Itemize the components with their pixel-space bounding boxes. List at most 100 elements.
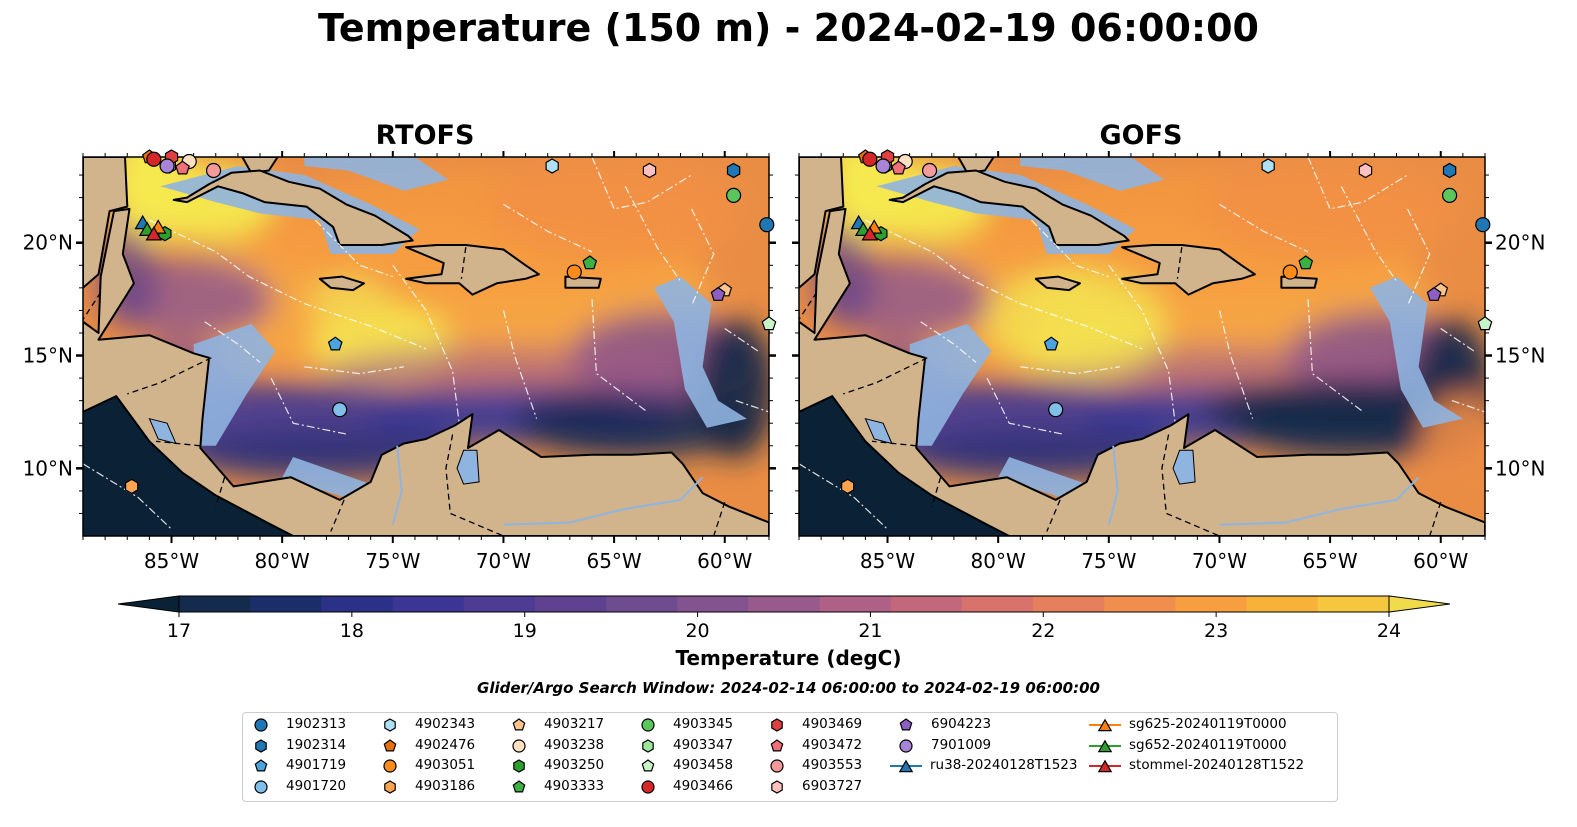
shelf-area [909, 323, 992, 446]
country-border [1429, 501, 1442, 536]
legend-symbol [899, 739, 913, 753]
legend-marker-4903466 [641, 780, 655, 794]
colorbar-segment [819, 596, 892, 612]
marker-4903466 [862, 151, 878, 167]
colorbar-tick-label: 22 [1031, 620, 1055, 642]
legend-symbol [254, 780, 268, 794]
colorbar-extend-min [117, 595, 180, 613]
eez-boundary [1218, 310, 1254, 419]
shelf-area [1369, 276, 1463, 428]
legend-marker-4903469 [771, 718, 783, 732]
legend-symbol [512, 739, 526, 753]
y-tick-label: 15°N [23, 344, 73, 368]
colorbar-segment [534, 596, 607, 612]
legend-label: 4902476 [415, 737, 476, 753]
land [241, 157, 279, 174]
legend-marker-4903345 [641, 718, 655, 732]
colorbar-tick-label: 23 [1204, 620, 1228, 642]
legend-symbol [384, 718, 396, 732]
colorbar-tick-label: 19 [513, 620, 537, 642]
legend-label: 7901009 [931, 737, 992, 753]
legend-label: 1902314 [286, 737, 347, 753]
marker-4902343 [1261, 158, 1275, 174]
land [83, 157, 129, 289]
legend-marker-1902313 [254, 718, 268, 732]
legend-label: 4901719 [286, 757, 347, 773]
legend-symbol [770, 759, 784, 773]
land [799, 207, 1485, 536]
marker-4903345 [1441, 187, 1458, 203]
legend-symbol [254, 759, 268, 772]
legend-marker-1902314 [255, 739, 267, 753]
river [391, 445, 403, 525]
marker-6903727 [642, 162, 657, 179]
colorbar-tick-label: 18 [340, 620, 364, 642]
legend-label: 4903347 [673, 737, 734, 753]
legend-label: 6904223 [931, 716, 992, 732]
eez-boundary [304, 366, 404, 375]
legend-marker-stommel-20240128T1522 [1097, 759, 1113, 773]
eez-boundary [799, 463, 888, 530]
y-tick-label: 10°N [1495, 456, 1545, 480]
marker-4903333 [1298, 255, 1314, 270]
colorbar-tick-label: 24 [1377, 620, 1401, 642]
colorbar-label: Temperature (degC) [675, 646, 902, 670]
legend-symbol [513, 759, 525, 773]
shelf-area [653, 276, 747, 428]
legend-symbol [771, 780, 783, 794]
colorbar-segment [606, 596, 678, 612]
colorbar: 17 18 19 20 21 22 23 24 [117, 595, 1451, 642]
marker-4903186 [124, 478, 139, 495]
country-border [83, 292, 102, 320]
legend-label: 4903186 [415, 778, 476, 794]
legend-symbol [1089, 759, 1121, 773]
legend-label: ru38-20240128T1523 [930, 757, 1078, 773]
eez-boundary [1108, 264, 1176, 424]
marker-stommel-20240128T1522 [861, 226, 879, 241]
legend-label: sg625-20240119T0000 [1129, 716, 1287, 732]
legend-symbol [512, 780, 526, 793]
marker-7901009 [875, 158, 891, 174]
eez-boundary [724, 328, 759, 352]
y-tick-label: 20°N [23, 231, 73, 255]
country-border [713, 501, 726, 536]
legend-symbol [255, 739, 267, 753]
river [503, 476, 704, 526]
legend-label: 4903333 [544, 778, 605, 794]
legend-symbol [1089, 739, 1121, 753]
legend-marker-4903250 [513, 759, 525, 773]
colorbar-segment [1175, 596, 1248, 612]
map-panel-gofs: 85°W 80°W 75°W 70°W 65°W 60°W 20°N 15°N 10°N [792, 149, 1545, 573]
panel-title-gofs: GOFS [1099, 120, 1183, 151]
country-border [1046, 499, 1061, 532]
land [1034, 275, 1081, 292]
shelf-area [193, 323, 276, 446]
legend-symbol [771, 718, 783, 732]
land [957, 157, 995, 174]
legend-marker-4903347 [642, 739, 654, 753]
river [1107, 445, 1119, 525]
x-tick-label: 65°W [586, 549, 641, 573]
x-tick-label: 60°W [697, 549, 752, 573]
country-border [460, 247, 467, 279]
legend-symbol [254, 718, 268, 732]
colorbar-segment [1033, 596, 1105, 612]
legend-label: 1902313 [286, 716, 347, 732]
legend-marker-7901009 [899, 739, 913, 753]
land [83, 207, 769, 536]
marker-1902313 [1475, 217, 1491, 233]
eez-boundary [392, 264, 460, 424]
marker-4903553 [205, 162, 222, 179]
x-tick-label: 65°W [1302, 549, 1357, 573]
legend-marker-4901719 [254, 759, 268, 772]
country-border [931, 477, 942, 507]
legend-symbol [384, 780, 396, 794]
eez-boundary [1451, 400, 1485, 413]
legend-label: 4903217 [544, 716, 605, 732]
land [318, 275, 365, 292]
x-tick-label: 70°W [476, 549, 531, 573]
legend-symbol [770, 739, 784, 752]
land [172, 169, 414, 246]
country-border [155, 440, 201, 447]
